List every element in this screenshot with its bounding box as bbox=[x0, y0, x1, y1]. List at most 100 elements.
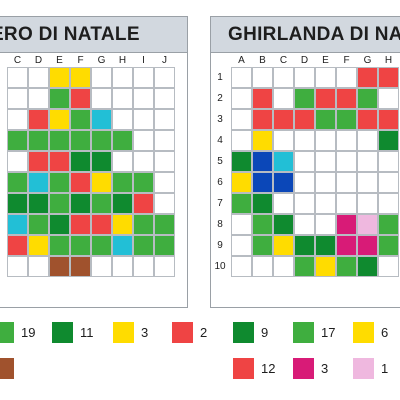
grid-cell-empty bbox=[357, 130, 378, 151]
grid-cell-magenta bbox=[336, 214, 357, 235]
grid-cell-empty bbox=[91, 88, 112, 109]
grid-cell-red bbox=[252, 88, 273, 109]
grid-cell-empty bbox=[28, 67, 49, 88]
grid-cell-green bbox=[91, 130, 112, 151]
grid-cell-empty bbox=[231, 67, 252, 88]
grid-cell-empty bbox=[28, 256, 49, 277]
grid-cell-empty bbox=[252, 67, 273, 88]
grid-cell-green bbox=[112, 172, 133, 193]
column-label: C bbox=[13, 55, 22, 66]
grid-cell-dkgreen bbox=[315, 235, 336, 256]
grid-cell-empty bbox=[357, 151, 378, 172]
grid-cell-red bbox=[28, 109, 49, 130]
legend-count: 11 bbox=[80, 325, 94, 340]
grid-cell-red bbox=[273, 109, 294, 130]
row-label: 9 bbox=[217, 240, 223, 251]
grid-cell-red bbox=[133, 193, 154, 214]
column-label: F bbox=[77, 55, 84, 66]
row-label: 7 bbox=[217, 198, 223, 209]
grid-cell-empty bbox=[231, 214, 252, 235]
grid-cell-empty bbox=[112, 109, 133, 130]
grid-cell-empty bbox=[294, 193, 315, 214]
grid-cell-blue bbox=[252, 172, 273, 193]
grid-cell-empty bbox=[378, 193, 399, 214]
column-label: H bbox=[384, 55, 393, 66]
grid-cell-dkgreen bbox=[28, 193, 49, 214]
grid-cell-red bbox=[336, 88, 357, 109]
grid-cell-empty bbox=[133, 67, 154, 88]
column-label: J bbox=[162, 55, 167, 66]
grid-cell-yellow bbox=[315, 256, 336, 277]
grid-cell-green bbox=[252, 214, 273, 235]
grid-cell-empty bbox=[133, 109, 154, 130]
row-label: 8 bbox=[217, 219, 223, 230]
grid-cell-green bbox=[49, 172, 70, 193]
christmas-tree-panel: ALBERO DI NATALE C D E F G H I J bbox=[0, 16, 188, 308]
grid-cell-red bbox=[28, 151, 49, 172]
row-label: 5 bbox=[217, 156, 223, 167]
grid-cell-yellow bbox=[252, 130, 273, 151]
legend-count: 2 bbox=[200, 325, 208, 340]
column-label: A bbox=[238, 55, 245, 66]
row-label: 3 bbox=[217, 114, 223, 125]
grid-cell-green bbox=[70, 130, 91, 151]
grid-cell-empty bbox=[91, 67, 112, 88]
legend-swatch-brown bbox=[0, 358, 14, 379]
christmas-tree-header: ALBERO DI NATALE bbox=[0, 17, 187, 53]
grid-cell-dkgreen bbox=[70, 193, 91, 214]
christmas-tree-title: ALBERO DI NATALE bbox=[0, 24, 140, 45]
grid-cell-empty bbox=[378, 88, 399, 109]
grid-cell-red bbox=[49, 151, 70, 172]
grid-cell-empty bbox=[294, 214, 315, 235]
grid-cell-red bbox=[357, 109, 378, 130]
christmas-garland-header: GHIRLANDA DI NATALE bbox=[211, 17, 400, 53]
grid-cell-empty bbox=[91, 256, 112, 277]
column-label: F bbox=[343, 55, 350, 66]
grid-cell-empty bbox=[154, 67, 175, 88]
grid-cell-yellow bbox=[28, 235, 49, 256]
grid-cell-empty bbox=[231, 109, 252, 130]
grid-cell-empty bbox=[336, 130, 357, 151]
grid-cell-empty bbox=[315, 151, 336, 172]
grid-cell-empty bbox=[154, 172, 175, 193]
column-label: D bbox=[34, 55, 43, 66]
grid-cell-red bbox=[315, 88, 336, 109]
grid-cell-empty bbox=[315, 193, 336, 214]
legend-swatch-green bbox=[0, 322, 14, 343]
grid-cell-empty bbox=[294, 172, 315, 193]
grid-cell-empty bbox=[231, 88, 252, 109]
grid-cell-magenta bbox=[357, 235, 378, 256]
grid-cell-empty bbox=[112, 67, 133, 88]
grid-cell-empty bbox=[252, 256, 273, 277]
grid-cell-green bbox=[70, 109, 91, 130]
grid-cell-green bbox=[49, 235, 70, 256]
grid-cell-empty bbox=[294, 151, 315, 172]
grid-cell-empty bbox=[7, 109, 28, 130]
grid-cell-green bbox=[252, 235, 273, 256]
christmas-garland-panel: GHIRLANDA DI NATALE A B C D E F G H 1 2 3 4 5 6 7 8 9 10 bbox=[210, 16, 400, 308]
grid-cell-empty bbox=[112, 151, 133, 172]
grid-cell-empty bbox=[112, 256, 133, 277]
grid-cell-empty bbox=[378, 172, 399, 193]
column-label: C bbox=[279, 55, 288, 66]
grid-cell-red bbox=[70, 172, 91, 193]
column-label: H bbox=[118, 55, 127, 66]
grid-cell-green bbox=[49, 130, 70, 151]
grid-cell-green bbox=[378, 235, 399, 256]
grid-cell-empty bbox=[336, 67, 357, 88]
grid-cell-green bbox=[49, 193, 70, 214]
grid-cell-green bbox=[91, 193, 112, 214]
grid-cell-dkgreen bbox=[49, 214, 70, 235]
grid-cell-empty bbox=[231, 235, 252, 256]
grid-cell-pink bbox=[357, 214, 378, 235]
grid-cell-empty bbox=[273, 256, 294, 277]
grid-cell-magenta bbox=[336, 235, 357, 256]
grid-cell-empty bbox=[154, 109, 175, 130]
grid-cell-green bbox=[294, 88, 315, 109]
grid-cell-empty bbox=[294, 130, 315, 151]
grid-cell-empty bbox=[133, 151, 154, 172]
grid-cell-dkgreen bbox=[112, 193, 133, 214]
legend-swatch-dkgreen bbox=[52, 322, 73, 343]
grid-cell-empty bbox=[231, 130, 252, 151]
grid-cell-red bbox=[378, 109, 399, 130]
